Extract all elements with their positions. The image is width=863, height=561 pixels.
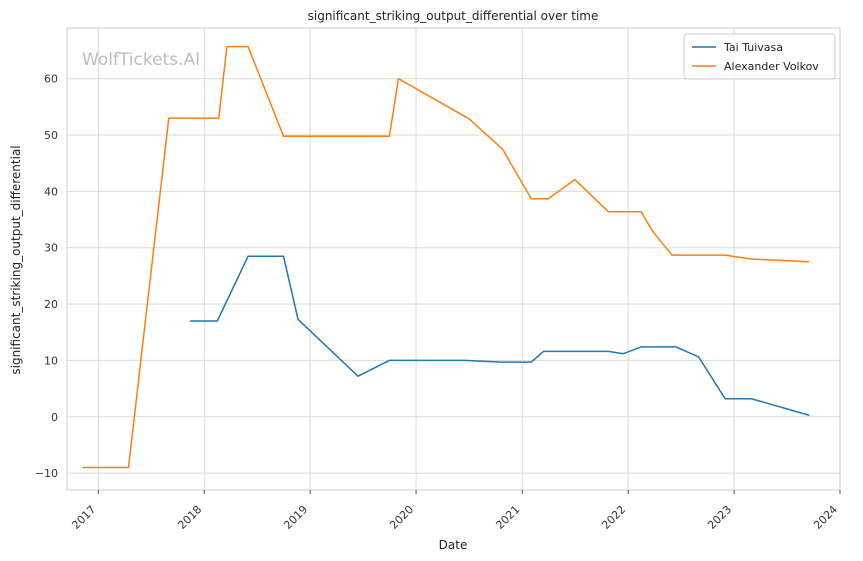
- y-tick-label: 60: [44, 73, 58, 86]
- series-line-alexander-volkov: [82, 45, 810, 469]
- y-tick-label: 10: [44, 354, 58, 367]
- y-tick-label: −10: [35, 467, 58, 480]
- plot-frame: [66, 27, 841, 491]
- legend: Tai Tuivasa Alexander Volkov: [683, 33, 836, 80]
- series-line-tai-tuivasa: [189, 255, 810, 416]
- watermark: WolfTickets.AI: [82, 50, 200, 70]
- legend-label-tai-tuivasa: Tai Tuivasa: [723, 41, 783, 54]
- y-tick-label: 0: [51, 411, 58, 424]
- y-axis-label: significant_striking_output_differential: [9, 145, 23, 374]
- legend-label-alexander-volkov: Alexander Volkov: [724, 60, 819, 73]
- legend-box: [683, 33, 836, 80]
- y-tick-label: 20: [44, 298, 58, 311]
- y-tick-label: 40: [44, 185, 58, 198]
- x-axis-label: Date: [439, 538, 468, 552]
- grid: [67, 28, 841, 490]
- y-tick-label: 50: [44, 129, 58, 142]
- series-lines: [82, 45, 810, 469]
- chart-title: significant_striking_output_differential…: [308, 9, 599, 23]
- y-tick-label: 30: [44, 242, 58, 255]
